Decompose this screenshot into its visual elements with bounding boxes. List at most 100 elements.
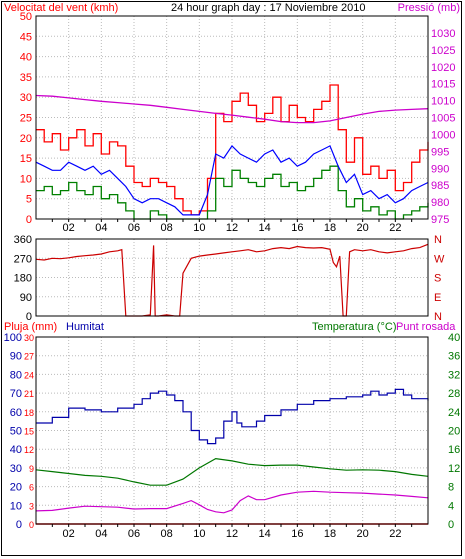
dewpoint-series (35, 490, 429, 514)
wind-y-tick-label: 40 (20, 52, 32, 64)
temperature-y-tick-label: 8 (448, 482, 454, 494)
rain-y-tick-label: 24 (24, 370, 34, 380)
climate-x-tick-label: 08 (161, 528, 173, 540)
rain-y-tick-label: 6 (29, 483, 34, 493)
climate-x-tick-label: 22 (389, 528, 401, 540)
compass-tick-label: N (434, 234, 442, 246)
pressure-y-tick-label: 985 (431, 180, 449, 192)
climate-x-tick-label: 06 (128, 528, 140, 540)
wind-y-tick-label: 15 (20, 153, 32, 165)
temperature-axis-title: Temperatura (°C) (312, 321, 396, 333)
compass-tick-label: E (434, 292, 441, 304)
wind-x-tick-label: 10 (193, 222, 205, 234)
humidity-y-tick-label: 60 (10, 407, 22, 419)
wind-x-tick-label: 16 (291, 222, 303, 234)
wind-y-tick-label: 30 (20, 92, 32, 104)
direction-y-tick-label: 180 (14, 273, 32, 285)
compass-tick-label: S (434, 273, 441, 285)
wind-y-tick-label: 0 (26, 214, 32, 226)
climate-x-tick-label: 20 (357, 528, 369, 540)
rain-y-tick-label: 12 (24, 445, 34, 455)
humidity-y-tick-label: 40 (10, 444, 22, 456)
pressure-y-tick-label: 1005 (431, 113, 455, 125)
climate-x-tick-label: 16 (291, 528, 303, 540)
rain-y-tick-label: 15 (24, 427, 34, 437)
wind-y-tick-label: 25 (20, 113, 32, 125)
humidity-y-tick-label: 50 (10, 426, 22, 438)
temperature-y-tick-label: 40 (448, 332, 460, 344)
wind-average-series (35, 144, 429, 216)
wind-y-tick-label: 20 (20, 133, 32, 145)
temperature-y-tick-label: 24 (448, 407, 460, 419)
pressure-y-tick-label: 990 (431, 163, 449, 175)
wind-y-tick-label: 50 (20, 11, 32, 23)
wind-x-tick-label: 06 (128, 222, 140, 234)
humidity-y-tick-label: 20 (10, 482, 22, 494)
wind-y-tick-label: 5 (26, 194, 32, 206)
compass-tick-label: N (434, 311, 442, 323)
wind-y-tick-label: 10 (20, 173, 32, 185)
humidity-y-tick-label: 30 (10, 463, 22, 475)
humidity-series (36, 388, 429, 445)
climate-x-tick-label: 12 (226, 528, 238, 540)
wind-minimum-series (36, 165, 429, 220)
humidity-y-tick-label: 100 (4, 332, 22, 344)
direction-y-tick-label: 270 (14, 253, 32, 265)
pressure-y-tick-label: 1025 (431, 45, 455, 57)
rain-y-tick-label: 21 (24, 389, 34, 399)
wind-gust-series (36, 84, 429, 216)
wind-x-tick-label: 02 (63, 222, 75, 234)
temperature-series (35, 457, 429, 486)
humidity-y-tick-label: 10 (10, 500, 22, 512)
temperature-y-tick-label: 36 (448, 351, 460, 363)
rain-y-tick-label: 30 (24, 333, 34, 343)
direction-panel-frame (35, 238, 429, 317)
wind-x-tick-label: 18 (324, 222, 336, 234)
rain-y-tick-label: 0 (29, 520, 34, 530)
wind-x-tick-label: 14 (259, 222, 271, 234)
rain-y-tick-label: 3 (29, 501, 34, 511)
humidity-y-tick-label: 90 (10, 351, 22, 363)
pressure-series (35, 94, 429, 124)
pressure-y-tick-label: 1015 (431, 79, 455, 91)
direction-y-tick-label: 90 (20, 292, 32, 304)
wind-x-tick-label: 08 (161, 222, 173, 234)
temperature-y-tick-label: 16 (448, 444, 460, 456)
wind-y-tick-label: 45 (20, 31, 32, 43)
wind-x-tick-label: 04 (95, 222, 107, 234)
temperature-y-tick-label: 12 (448, 463, 460, 475)
humidity-axis-title: Humitat (66, 321, 104, 333)
direction-y-tick-label: 360 (14, 234, 32, 246)
humidity-y-tick-label: 80 (10, 369, 22, 381)
wind-direction-series (35, 243, 429, 317)
pressure-y-tick-label: 975 (431, 214, 449, 226)
rain-axis-title: Pluja (mm) (4, 321, 57, 333)
chart-title: 24 hour graph day : 17 Noviembre 2010 (171, 2, 365, 14)
pressure-y-tick-label: 995 (431, 146, 449, 158)
wind-axis-title: Velocitat del vent (kmh) (4, 2, 118, 14)
humidity-y-tick-label: 70 (10, 388, 22, 400)
climate-x-tick-label: 10 (193, 528, 205, 540)
pressure-y-tick-label: 1020 (431, 62, 455, 74)
dewpoint-axis-title: Punt rosada (396, 321, 456, 333)
temperature-y-tick-label: 20 (448, 426, 460, 438)
temperature-y-tick-label: 0 (448, 519, 454, 531)
climate-x-tick-label: 04 (95, 528, 107, 540)
pressure-y-tick-label: 1000 (431, 129, 455, 141)
wind-x-tick-label: 20 (357, 222, 369, 234)
wind-x-tick-label: 22 (389, 222, 401, 234)
wind-y-tick-label: 35 (20, 72, 32, 84)
rain-y-tick-label: 9 (29, 464, 34, 474)
compass-tick-label: W (434, 253, 445, 265)
pressure-axis-title: Pressió (mb) (398, 2, 460, 14)
humidity-y-tick-label: 0 (16, 519, 22, 531)
temperature-y-tick-label: 28 (448, 388, 460, 400)
rain-y-tick-label: 27 (24, 352, 34, 362)
climate-x-tick-label: 02 (63, 528, 75, 540)
pressure-y-tick-label: 1030 (431, 28, 455, 40)
temperature-y-tick-label: 32 (448, 369, 460, 381)
climate-x-tick-label: 14 (259, 528, 271, 540)
rain-y-tick-label: 18 (24, 408, 34, 418)
